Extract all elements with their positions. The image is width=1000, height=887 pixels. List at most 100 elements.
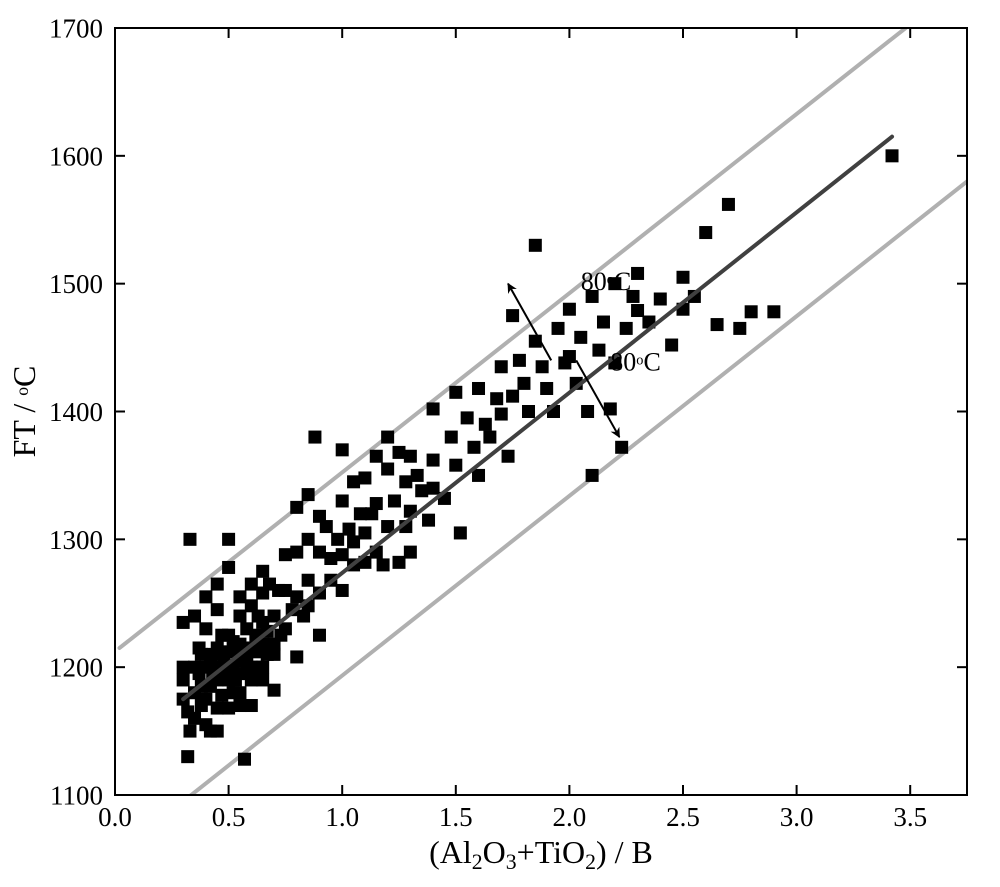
data-point bbox=[354, 507, 367, 520]
data-point bbox=[631, 304, 644, 317]
data-point bbox=[370, 497, 383, 510]
data-point bbox=[427, 402, 440, 415]
x-axis-label: (Al2O3+TiO2) / B bbox=[429, 834, 653, 874]
data-point bbox=[336, 494, 349, 507]
data-point bbox=[377, 558, 390, 571]
x-tick-label: 2.0 bbox=[553, 802, 587, 832]
data-point bbox=[358, 526, 371, 539]
data-point bbox=[177, 673, 190, 686]
data-point bbox=[358, 471, 371, 484]
data-point bbox=[654, 293, 667, 306]
data-point bbox=[188, 712, 201, 725]
data-point bbox=[592, 344, 605, 357]
data-point bbox=[183, 533, 196, 546]
data-point bbox=[399, 475, 412, 488]
data-point bbox=[279, 622, 292, 635]
data-point bbox=[302, 574, 315, 587]
data-point bbox=[615, 441, 628, 454]
data-point bbox=[563, 303, 576, 316]
data-point bbox=[467, 441, 480, 454]
data-point bbox=[445, 431, 458, 444]
data-point bbox=[268, 684, 281, 697]
data-point bbox=[563, 350, 576, 363]
data-point bbox=[381, 431, 394, 444]
data-point bbox=[722, 198, 735, 211]
data-point bbox=[404, 450, 417, 463]
data-point bbox=[483, 431, 496, 444]
data-point bbox=[552, 322, 565, 335]
data-point bbox=[393, 556, 406, 569]
data-point bbox=[336, 443, 349, 456]
data-point bbox=[490, 392, 503, 405]
data-point bbox=[370, 450, 383, 463]
data-point bbox=[222, 561, 235, 574]
data-point bbox=[427, 482, 440, 495]
data-point bbox=[238, 753, 251, 766]
data-point bbox=[427, 454, 440, 467]
data-point bbox=[699, 226, 712, 239]
data-point bbox=[313, 546, 326, 559]
data-point bbox=[308, 431, 321, 444]
data-point bbox=[199, 622, 212, 635]
data-point bbox=[586, 469, 599, 482]
data-point bbox=[183, 725, 196, 738]
data-point bbox=[181, 750, 194, 763]
data-point bbox=[733, 322, 746, 335]
data-point bbox=[581, 405, 594, 418]
data-point bbox=[886, 149, 899, 162]
data-point bbox=[506, 309, 519, 322]
data-point bbox=[767, 305, 780, 318]
x-tick-label: 1.0 bbox=[325, 802, 359, 832]
data-point bbox=[422, 514, 435, 527]
annotation-80c-lower: 80oC bbox=[610, 348, 661, 377]
data-point bbox=[215, 689, 228, 702]
data-point bbox=[393, 446, 406, 459]
y-tick-label: 1200 bbox=[49, 653, 103, 683]
data-point bbox=[745, 305, 758, 318]
data-point bbox=[677, 271, 690, 284]
data-point bbox=[222, 702, 235, 715]
data-point bbox=[290, 650, 303, 663]
data-point bbox=[177, 661, 190, 674]
data-point bbox=[502, 450, 515, 463]
data-point bbox=[472, 382, 485, 395]
data-point bbox=[449, 459, 462, 472]
data-point bbox=[245, 578, 258, 591]
data-point bbox=[233, 610, 246, 623]
data-point bbox=[449, 386, 462, 399]
data-point bbox=[631, 267, 644, 280]
data-point bbox=[268, 610, 281, 623]
data-point bbox=[388, 494, 401, 507]
data-point bbox=[233, 699, 246, 712]
data-point bbox=[177, 616, 190, 629]
x-tick-label: 3.5 bbox=[893, 802, 927, 832]
data-point bbox=[461, 411, 474, 424]
data-point bbox=[245, 673, 258, 686]
data-point bbox=[495, 408, 508, 421]
data-point bbox=[199, 590, 212, 603]
data-point bbox=[233, 590, 246, 603]
data-point bbox=[513, 354, 526, 367]
data-point bbox=[620, 322, 633, 335]
y-tick-label: 1100 bbox=[50, 780, 103, 810]
data-point bbox=[268, 648, 281, 661]
y-tick-label: 1700 bbox=[49, 13, 103, 43]
x-tick-label: 1.5 bbox=[439, 802, 473, 832]
data-point bbox=[336, 584, 349, 597]
data-point bbox=[411, 469, 424, 482]
data-point bbox=[517, 377, 530, 390]
x-tick-label: 2.5 bbox=[666, 802, 700, 832]
data-point bbox=[343, 523, 356, 536]
data-point bbox=[211, 578, 224, 591]
data-point bbox=[529, 239, 542, 252]
data-point bbox=[331, 533, 344, 546]
chart-svg: 0.00.51.01.52.02.53.03.51100120013001400… bbox=[0, 0, 1000, 887]
data-point bbox=[506, 390, 519, 403]
annotation-80c-upper: 80oC bbox=[581, 267, 632, 296]
data-point bbox=[479, 418, 492, 431]
data-point bbox=[665, 339, 678, 352]
data-point bbox=[415, 484, 428, 497]
data-point bbox=[256, 661, 269, 674]
data-point bbox=[404, 546, 417, 559]
data-point bbox=[211, 603, 224, 616]
